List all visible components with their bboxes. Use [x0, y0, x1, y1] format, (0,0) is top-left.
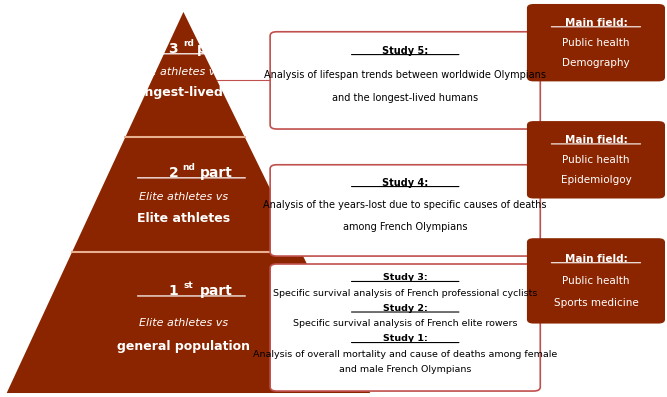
- Text: Main field:: Main field:: [564, 18, 628, 28]
- Text: Main field:: Main field:: [564, 135, 628, 145]
- Text: Elite athletes vs: Elite athletes vs: [132, 67, 221, 77]
- FancyBboxPatch shape: [270, 32, 540, 129]
- FancyBboxPatch shape: [270, 264, 540, 391]
- Text: Study 2:: Study 2:: [383, 304, 428, 313]
- Text: Demography: Demography: [562, 58, 630, 67]
- Polygon shape: [7, 252, 370, 393]
- Text: Study 1:: Study 1:: [383, 335, 428, 343]
- Text: Study 3:: Study 3:: [383, 274, 428, 282]
- Text: 1: 1: [169, 284, 178, 298]
- Text: part: part: [197, 42, 230, 56]
- Text: Elite athletes: Elite athletes: [137, 212, 230, 225]
- Text: Analysis of the years-lost due to specific causes of deaths: Analysis of the years-lost due to specif…: [263, 200, 547, 210]
- FancyBboxPatch shape: [527, 121, 665, 198]
- Text: Specific survival analysis of French professional cyclists: Specific survival analysis of French pro…: [273, 289, 538, 298]
- Text: Public health: Public health: [562, 155, 630, 165]
- Text: Study 5:: Study 5:: [382, 46, 428, 56]
- Text: among French Olympians: among French Olympians: [343, 222, 468, 232]
- Text: Analysis of overall mortality and cause of deaths among female: Analysis of overall mortality and cause …: [253, 350, 558, 359]
- Text: Main field:: Main field:: [564, 254, 628, 264]
- FancyBboxPatch shape: [527, 238, 665, 324]
- Text: part: part: [200, 284, 233, 298]
- Text: Elite athletes vs: Elite athletes vs: [139, 191, 228, 202]
- Text: Elite athletes vs: Elite athletes vs: [139, 318, 228, 328]
- Text: Study 4:: Study 4:: [382, 178, 428, 188]
- Text: Epidemiolgoy: Epidemiolgoy: [560, 175, 632, 185]
- Text: Public health: Public health: [562, 276, 630, 286]
- Text: Analysis of lifespan trends between worldwide Olympians: Analysis of lifespan trends between worl…: [264, 69, 546, 79]
- Text: Specific survival analysis of French elite rowers: Specific survival analysis of French eli…: [293, 319, 518, 328]
- Text: part: part: [200, 166, 233, 180]
- Text: and male French Olympians: and male French Olympians: [339, 365, 472, 374]
- FancyBboxPatch shape: [527, 4, 665, 81]
- Text: nd: nd: [182, 163, 195, 172]
- Text: Longest-lived: Longest-lived: [129, 86, 224, 99]
- FancyBboxPatch shape: [270, 165, 540, 256]
- Polygon shape: [125, 12, 245, 137]
- Text: rd: rd: [183, 39, 194, 48]
- Text: Public health: Public health: [562, 38, 630, 48]
- Text: and the longest-lived humans: and the longest-lived humans: [332, 93, 478, 103]
- Text: 3: 3: [169, 42, 178, 56]
- Text: st: st: [184, 281, 193, 290]
- Text: general population: general population: [117, 340, 250, 353]
- Polygon shape: [72, 137, 301, 252]
- Text: Sports medicine: Sports medicine: [554, 298, 638, 308]
- Text: 2: 2: [169, 166, 178, 180]
